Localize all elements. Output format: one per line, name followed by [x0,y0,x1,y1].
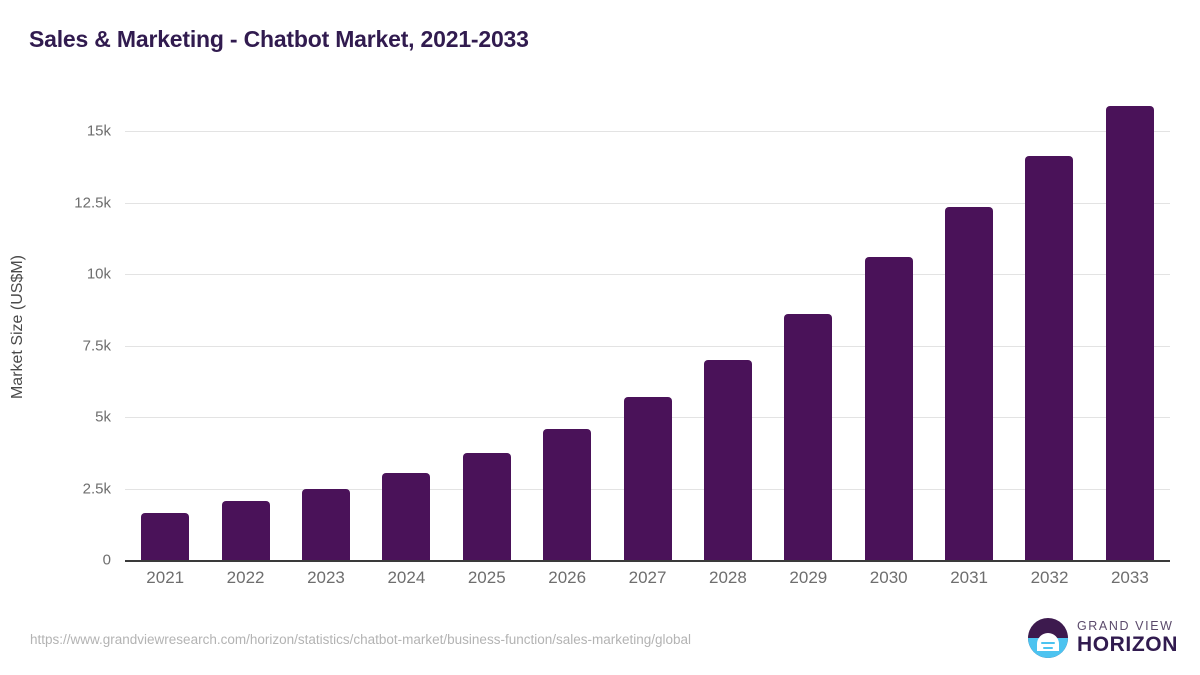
bar-2025[interactable] [462,452,511,560]
y-axis-tick: 0 [102,551,111,569]
bar-slot [205,100,285,560]
gridline [125,131,1170,133]
x-axis-tick: 2031 [950,568,989,587]
x-axis-line [125,560,1170,562]
bar-slot [447,100,527,560]
bar-series [125,100,1170,560]
logo-bottom-text: HORIZON [1076,632,1178,656]
x-axis-tick: 2023 [307,568,345,587]
bar-2024[interactable] [382,472,431,560]
logo-line-lower [1042,647,1053,649]
bar-slot [527,100,607,560]
bar-slot [1009,100,1089,560]
y-axis-tick: 10k [86,265,111,283]
x-axis-tick: 2033 [1110,568,1149,587]
y-axis-tick: 5k [95,408,111,426]
x-axis-tick: 2021 [146,568,185,587]
bar-slot [849,100,929,560]
page-title: Sales & Marketing - Chatbot Market, 2021… [29,26,529,52]
source-url[interactable]: https://www.grandviewresearch.com/horizo… [30,632,692,647]
bar-2023[interactable] [301,488,350,560]
bar-2021[interactable] [141,512,190,560]
x-axis-tick: 2025 [467,568,506,587]
logo-line-upper [1040,642,1055,644]
brand-logo: GRAND VIEW HORIZON [1027,618,1178,658]
y-axis-title: Market Size (US$M) [9,254,26,400]
x-axis-tick: 2022 [226,568,265,587]
bar-2032[interactable] [1025,155,1074,560]
bar-slot [768,100,848,560]
x-axis-tick: 2024 [387,568,426,587]
horizon-logo-icon [1027,618,1068,658]
y-axis-tick: 2.5k [82,480,111,498]
bar-2033[interactable] [1105,105,1154,560]
bar-slot [286,100,366,560]
x-axis-tick-labels: 2021 2022 2023 2024 2025 2026 2027 2028 2029 2030… [125,568,1170,588]
bar-slot [1090,100,1170,560]
gridline [125,274,1170,276]
bar-2026[interactable] [543,428,592,560]
y-axis-tick: 15k [86,122,111,140]
bar-2030[interactable] [864,257,913,560]
bar-2031[interactable] [945,207,994,560]
x-axis-tick: 2027 [628,568,667,587]
x-axis-tick: 2026 [548,568,587,587]
y-axis-tick-labels: 0 2.5k 5k 7.5k 10k 12.5k 15k [0,100,111,569]
bar-slot [607,100,687,560]
x-axis-tick: 2028 [709,568,747,587]
bar-2022[interactable] [221,500,270,560]
logo-top-text: GRAND VIEW [1076,619,1174,634]
bar-slot [929,100,1009,560]
logo-wordmark: GRAND VIEW HORIZON [1077,620,1178,655]
y-axis-tick: 7.5k [82,337,111,355]
bar-2029[interactable] [784,314,833,560]
gridline [125,202,1170,204]
bar-2028[interactable] [703,360,752,560]
bar-slot [366,100,446,560]
plot-area [125,100,1170,560]
gridline [125,345,1170,347]
x-axis-tick: 2032 [1030,568,1069,587]
y-axis-tick: 12.5k [74,194,111,212]
bar-2027[interactable] [623,397,672,560]
x-axis-tick: 2029 [789,568,828,587]
bar-slot [688,100,768,560]
x-axis-tick: 2030 [869,568,908,587]
bar-slot [125,100,205,560]
